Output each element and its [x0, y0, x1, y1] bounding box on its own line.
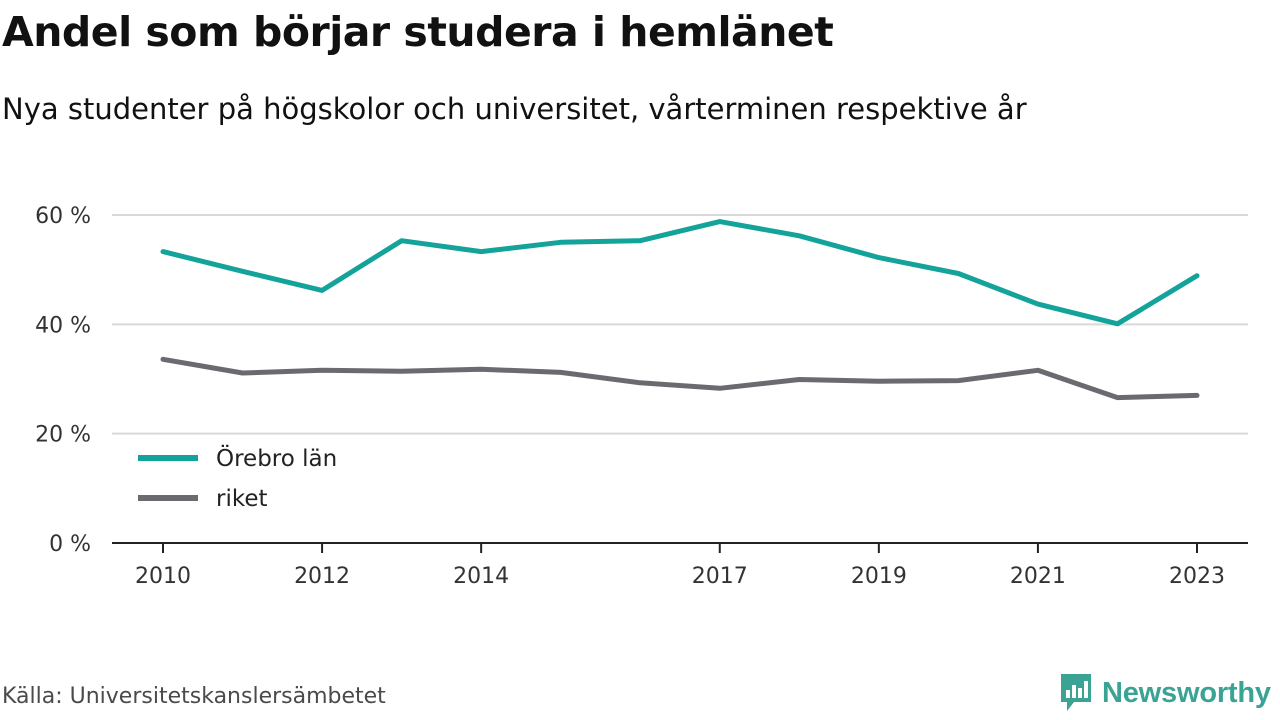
- y-tick-label: 20 %: [35, 423, 91, 448]
- gridlines: [112, 214, 1248, 435]
- brand-name: Newsworthy: [1102, 676, 1271, 709]
- x-tick-label: 2021: [1010, 564, 1066, 589]
- line-chart: 0 % 20 % 40 % 60 % 2010 2012 2014 2017 2019 2021…: [35, 204, 1248, 589]
- x-tick-label: 2010: [135, 564, 191, 589]
- brand-logo: Newsworthy: [1058, 672, 1271, 714]
- x-tick-label: 2012: [294, 564, 350, 589]
- x-tick-label: 2014: [453, 564, 509, 589]
- legend-label: riket: [216, 486, 268, 512]
- legend-label: Örebro län: [216, 444, 337, 472]
- y-axis-tick-labels: 0 % 20 % 40 % 60 %: [35, 204, 91, 557]
- newsworthy-logo-icon: [1061, 674, 1091, 711]
- y-tick-label: 40 %: [35, 313, 91, 338]
- x-axis-tick-labels: 2010 2012 2014 2017 2019 2021 2023: [135, 543, 1225, 589]
- x-tick-label: 2019: [851, 564, 907, 589]
- x-tick-label: 2023: [1169, 564, 1225, 589]
- x-tick-label: 2017: [692, 564, 748, 589]
- y-tick-label: 0 %: [49, 532, 91, 557]
- y-tick-label: 60 %: [35, 204, 91, 229]
- legend-background: [128, 436, 360, 522]
- source-note: Källa: Universitetskanslersämbetet: [2, 684, 386, 709]
- series-line-riket: [160, 356, 1200, 401]
- chart-subtitle: Nya studenter på högskolor och universit…: [2, 92, 1027, 126]
- chart-title: Andel som börjar studera i hemlänet: [2, 8, 834, 56]
- legend: Örebro län riket: [128, 436, 360, 522]
- series-lines: [160, 219, 1200, 401]
- series-line-orebro-lan: [160, 219, 1200, 327]
